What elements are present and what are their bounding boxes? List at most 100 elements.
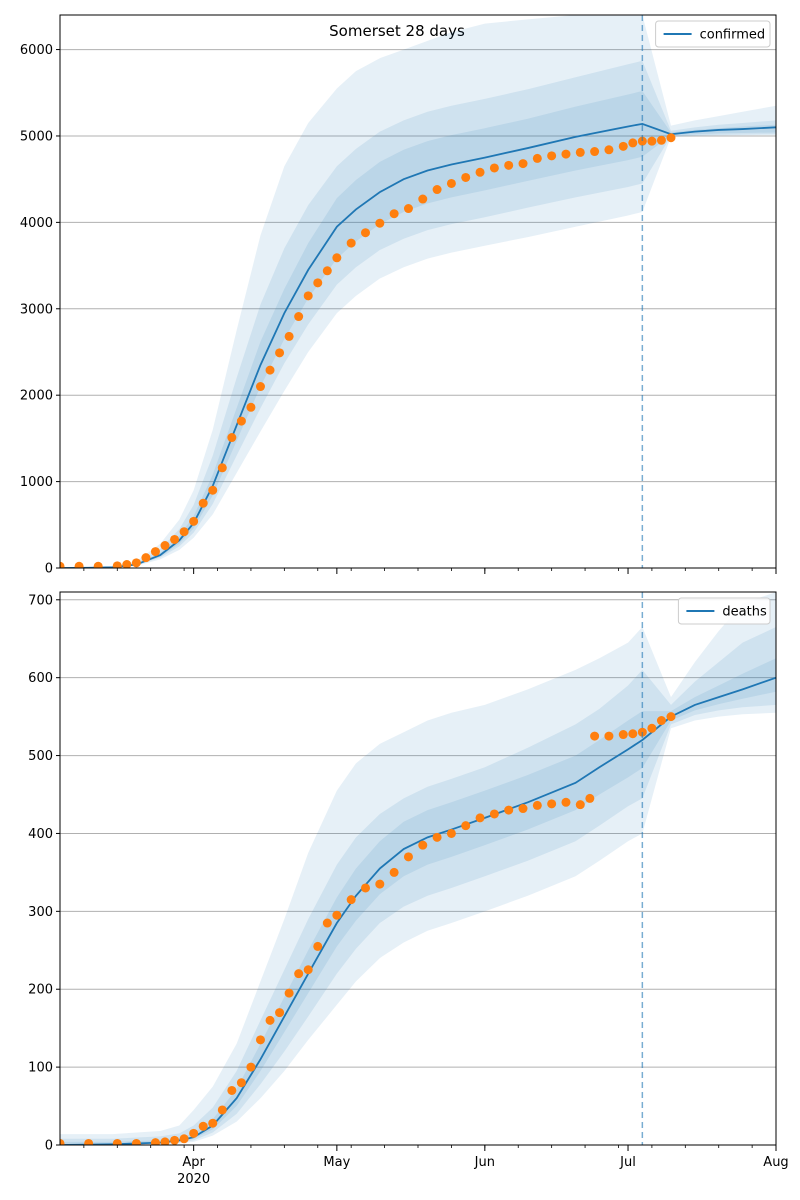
observed-point	[60, 561, 65, 568]
observed-point	[547, 151, 557, 161]
uncertainty-band-2	[60, 60, 776, 568]
uncertainty-band-3	[60, 658, 776, 1145]
observed-point	[604, 145, 614, 155]
observed-point	[265, 365, 275, 375]
observed-point	[461, 821, 471, 831]
legend-label: confirmed	[700, 28, 766, 43]
observed-point	[618, 730, 628, 740]
legend: deaths	[677, 597, 771, 625]
observed-point	[475, 813, 485, 823]
observed-point	[590, 731, 600, 741]
observed-point	[590, 147, 600, 157]
observed-point	[585, 793, 595, 803]
chart-title: Somerset 28 days	[329, 22, 465, 40]
observed-point	[236, 1078, 246, 1088]
observed-point	[112, 1138, 122, 1145]
model-line	[60, 122, 776, 568]
observed-point	[265, 1015, 275, 1025]
observed-point	[647, 723, 657, 733]
uncertainty-band-3	[60, 91, 776, 568]
observed-point	[647, 136, 657, 146]
observed-point	[375, 879, 385, 889]
observed-point	[547, 799, 557, 809]
x-tick-label: Aug	[763, 1155, 788, 1170]
x-tick-label: May	[323, 1155, 350, 1170]
observed-point	[375, 218, 385, 228]
observed-point	[360, 228, 370, 238]
y-tick-label: 5000	[20, 129, 53, 144]
y-tick-label: 4000	[20, 216, 53, 231]
observed-point	[518, 159, 528, 169]
observed-point	[141, 553, 151, 563]
y-gridlines	[60, 599, 776, 1146]
legend-box	[677, 597, 771, 625]
y-tick-label: 0	[45, 562, 53, 577]
observed-point	[561, 149, 571, 159]
observed-point	[461, 172, 471, 182]
observed-point	[504, 805, 514, 815]
observed-point	[446, 828, 456, 838]
legend-label: deaths	[722, 605, 767, 620]
observed-point	[60, 1138, 65, 1145]
observed-point	[246, 402, 256, 412]
observed-point	[489, 809, 499, 819]
uncertainty-band-1	[60, 592, 776, 1145]
observed-point	[150, 547, 160, 557]
observed-point	[122, 560, 132, 568]
observed-point	[666, 712, 676, 722]
observed-point	[666, 133, 676, 143]
x-tick-label: Apr	[182, 1155, 205, 1170]
observed-point	[628, 138, 638, 148]
observed-point	[284, 331, 294, 341]
observed-points	[60, 712, 676, 1145]
observed-point	[403, 852, 413, 862]
observed-point	[303, 291, 313, 301]
confirmed-panel: 0 1000 2000 3000 4000 5000 6000 confirmed	[20, 14, 777, 577]
y-tick-label: 2000	[20, 389, 53, 404]
observed-point	[628, 729, 638, 739]
observed-point	[446, 178, 456, 188]
observed-point	[575, 147, 585, 157]
x-tick-label: Jul	[619, 1155, 636, 1170]
uncertainty-band-2	[60, 627, 776, 1145]
observed-point	[198, 1121, 208, 1131]
observed-point	[637, 136, 647, 146]
observed-point	[322, 918, 332, 928]
observed-point	[255, 382, 265, 392]
y-tick-label: 300	[28, 905, 53, 920]
observed-point	[179, 1134, 189, 1144]
observed-point	[418, 840, 428, 850]
observed-point	[532, 800, 542, 810]
observed-point	[561, 797, 571, 807]
observed-point	[504, 160, 514, 170]
observed-point	[227, 1085, 237, 1095]
observed-point	[160, 541, 170, 551]
observed-point	[432, 185, 442, 195]
legend-box	[655, 20, 771, 48]
observed-point	[131, 1138, 141, 1145]
y-tick-label: 6000	[20, 43, 53, 58]
y-tick-label: 0	[45, 1139, 53, 1154]
observed-point	[189, 1128, 199, 1138]
observed-point	[332, 253, 342, 263]
y-tick-label: 3000	[20, 302, 53, 317]
observed-point	[360, 883, 370, 893]
observed-point	[389, 867, 399, 877]
observed-point	[284, 988, 294, 998]
y-tick-label: 600	[28, 671, 53, 686]
observed-point	[246, 1062, 256, 1072]
observed-point	[275, 348, 285, 358]
observed-point	[217, 1105, 227, 1115]
y-axis: 0 100 200 300 400 500 600 700	[28, 593, 60, 1154]
observed-point	[346, 238, 356, 248]
observed-point	[475, 167, 485, 177]
observed-point	[403, 204, 413, 214]
observed-point	[618, 141, 628, 151]
observed-point	[294, 312, 304, 322]
observed-point	[332, 910, 342, 920]
x-tick-label: Jun	[474, 1155, 495, 1170]
observed-point	[131, 558, 141, 568]
observed-point	[489, 163, 499, 173]
observed-point	[84, 1138, 94, 1145]
